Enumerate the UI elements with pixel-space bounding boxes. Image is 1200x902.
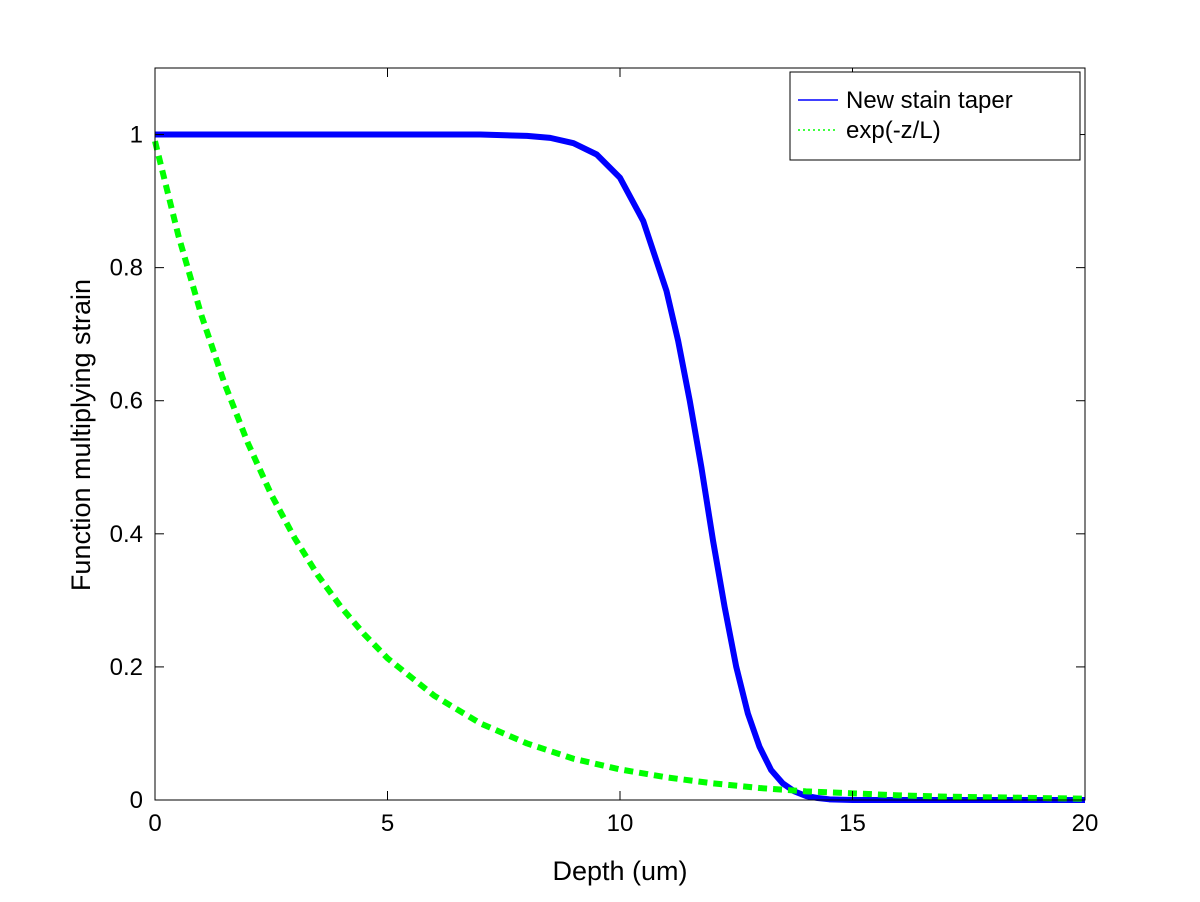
x-tick-label: 5 (381, 810, 394, 837)
x-tick-label: 15 (839, 810, 866, 837)
legend-label: New stain taper (846, 87, 1013, 114)
y-tick-label: 0.4 (110, 521, 143, 548)
y-tick-label: 1 (130, 122, 143, 149)
legend-box (789, 71, 1081, 161)
y-tick-label: 0.8 (110, 255, 143, 282)
legend-label: exp(-z/L) (846, 117, 941, 144)
x-axis-title: Depth (um) (552, 856, 687, 886)
x-tick-label: 0 (148, 810, 161, 837)
y-tick-label: 0.6 (110, 388, 143, 415)
x-tick-label: 10 (607, 810, 634, 837)
axes: 0 5 10 15 20 0 0.2 0.4 0.6 0.8 1 (110, 67, 1099, 837)
legend: New stain taper exp(-z/L) (789, 71, 1081, 161)
y-tick-label: 0 (130, 787, 143, 814)
y-axis-title: Function multiplying strain (66, 279, 96, 591)
y-tick-label: 0.2 (110, 654, 143, 681)
series-line-2 (152, 140, 1086, 802)
x-tick-label: 20 (1072, 810, 1099, 837)
